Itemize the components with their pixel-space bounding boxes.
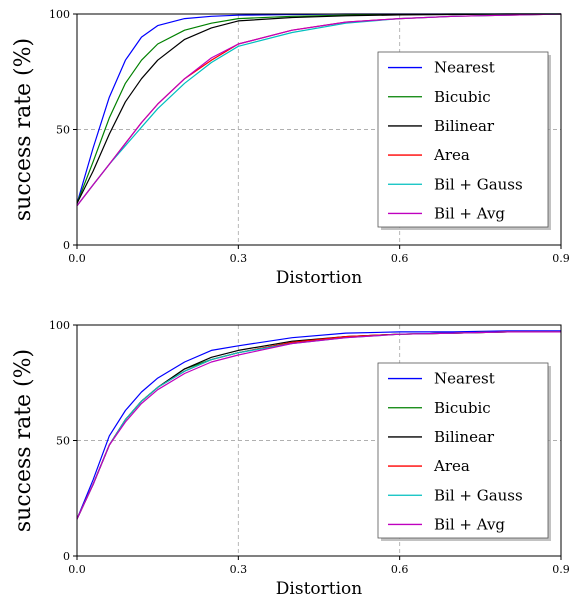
legend-label: Bilinear <box>434 117 495 135</box>
x-tick-label: 0.9 <box>552 252 570 265</box>
x-tick-label: 0.6 <box>391 563 409 576</box>
x-tick-label: 0.3 <box>230 252 248 265</box>
legend-label: Bil + Gauss <box>434 486 523 504</box>
legend-label: Bil + Avg <box>434 515 505 533</box>
x-axis-label: Distortion <box>276 579 362 599</box>
y-tick-label: 100 <box>49 8 70 21</box>
y-tick-label: 50 <box>56 124 70 137</box>
x-tick-label: 0.6 <box>391 252 409 265</box>
x-tick-label: 0.9 <box>552 563 570 576</box>
legend-label: Bicubic <box>434 399 491 417</box>
legend-label: Nearest <box>434 59 495 77</box>
legend-box <box>377 51 549 228</box>
y-tick-label: 0 <box>63 550 70 563</box>
chart-bottom: 0.0 0.3 0.6 0.9 0 50 100 Distortion success rate… <box>11 319 570 599</box>
series-line-bil-avg <box>76 13 562 207</box>
legend-label: Nearest <box>434 370 495 388</box>
legend-label: Area <box>433 457 470 475</box>
series-line-bilinear <box>76 13 561 204</box>
chart-top: 0.0 0.3 0.6 0.9 0 50 100 Distortion success rate… <box>11 8 570 288</box>
y-tick-label: 100 <box>49 319 70 332</box>
x-tick-label: 0.3 <box>230 563 248 576</box>
y-tick-label: 50 <box>56 435 70 448</box>
y-axis-label: success rate (%) <box>11 38 36 221</box>
x-tick-label: 0.0 <box>68 252 86 265</box>
legend-label: Bil + Avg <box>434 204 505 222</box>
legend-label: Bicubic <box>434 88 491 106</box>
x-axis-label: Distortion <box>276 268 362 288</box>
series-line-bil-avg <box>76 331 561 520</box>
legend-label: Bil + Gauss <box>434 175 523 193</box>
x-tick-label: 0.0 <box>68 563 86 576</box>
y-tick-label: 0 <box>63 239 70 252</box>
legend-label: Bilinear <box>434 428 495 446</box>
legend-label: Area <box>433 146 470 164</box>
legend-box <box>377 362 549 539</box>
y-axis-label: success rate (%) <box>11 349 36 532</box>
series-line-nearest <box>76 330 561 520</box>
